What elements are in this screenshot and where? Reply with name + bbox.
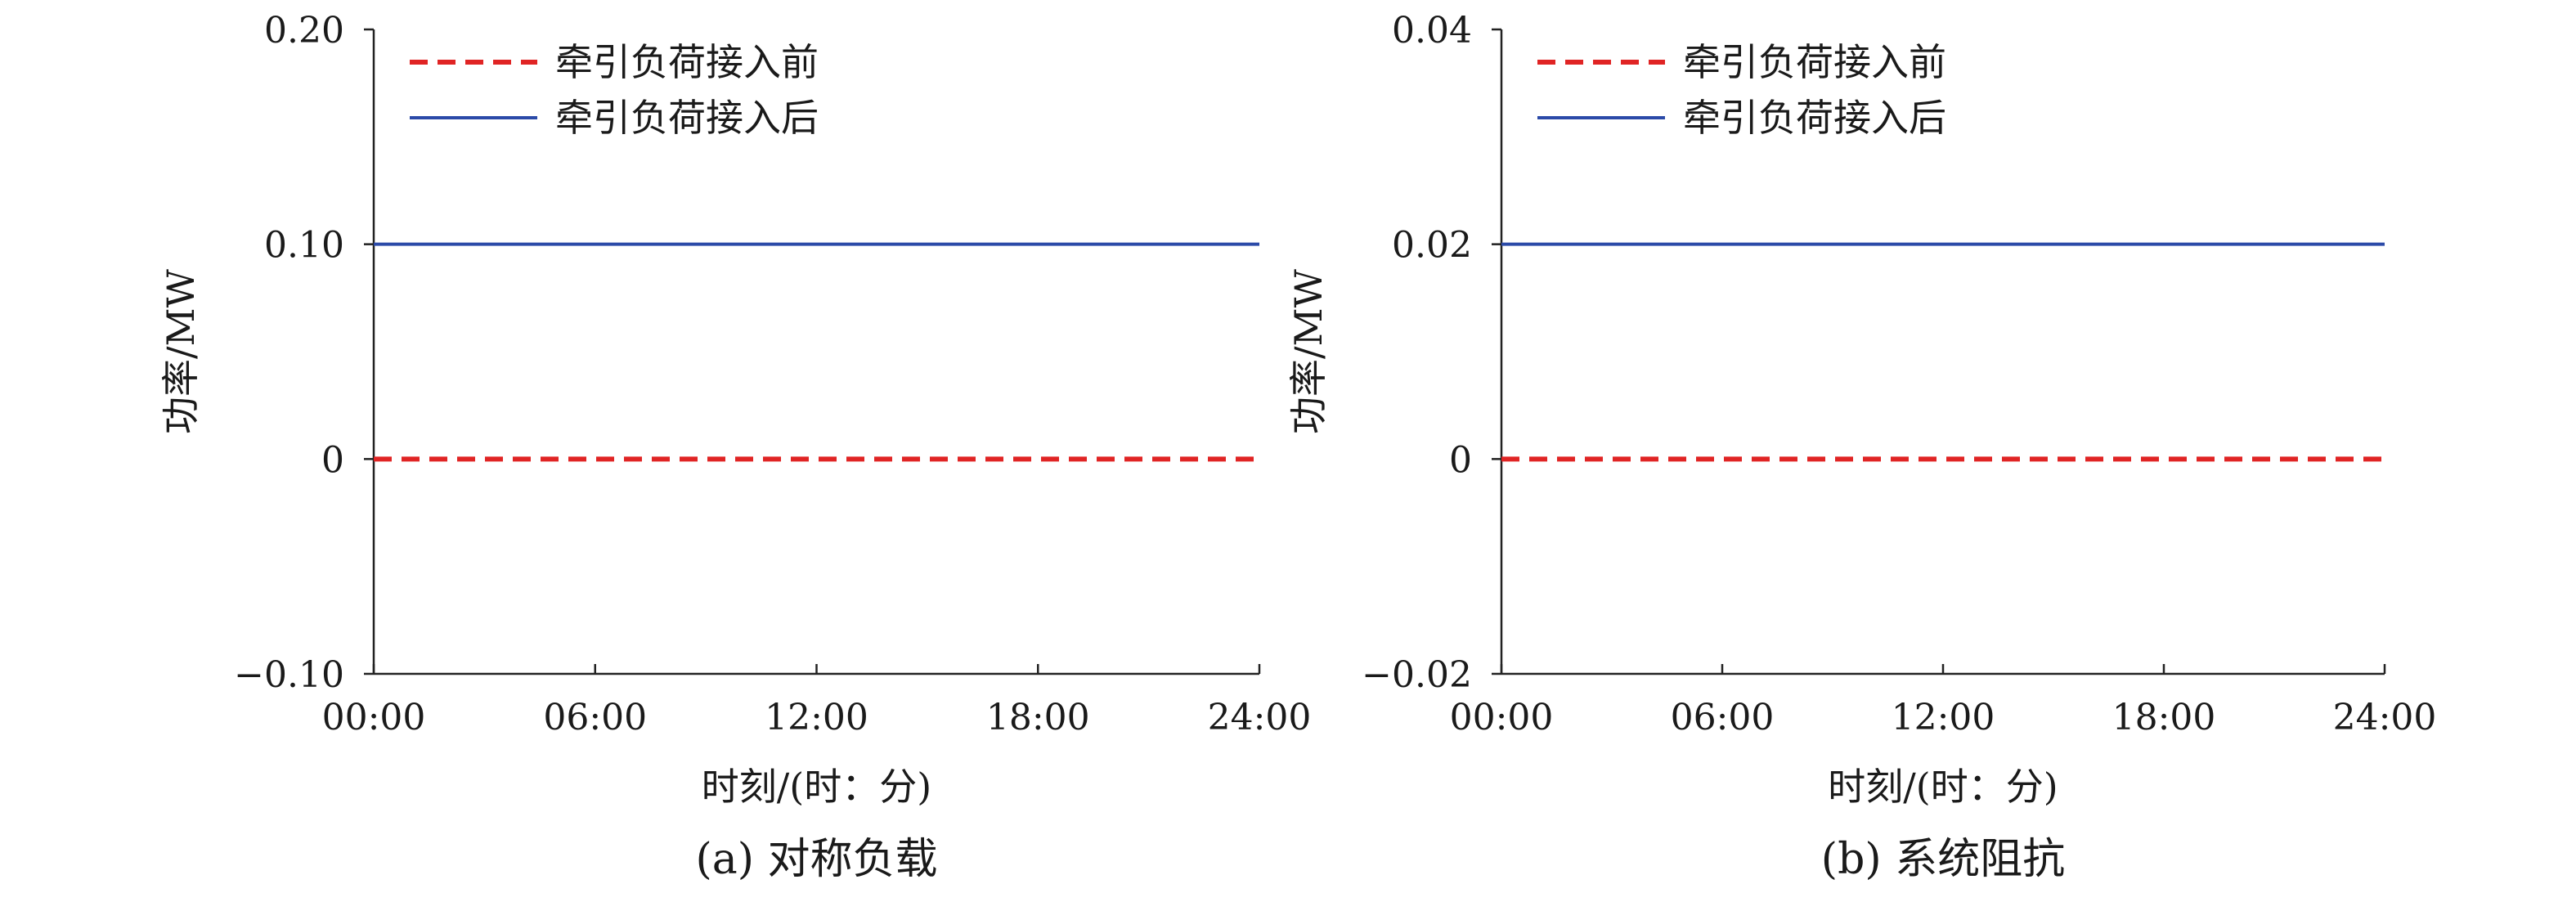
panel-a-x-tick-label: 06:00 — [543, 697, 647, 738]
panel-a-x-tick-label: 12:00 — [765, 697, 868, 738]
panel-b-legend-label-before: 牵引负荷接入前 — [1683, 40, 1946, 84]
panel-a-subtitle: (a) 对称负载 — [695, 835, 937, 884]
panel-b-y-tick-label: 0.04 — [1392, 10, 1472, 52]
panel-b-x-tick-label: 00:00 — [1450, 697, 1554, 738]
panel-a-legend-label-before: 牵引负荷接入前 — [555, 40, 819, 84]
panel-b-x-tick-label: 24:00 — [2333, 697, 2437, 738]
panel-b-legend-label-after: 牵引负荷接入后 — [1683, 96, 1946, 140]
panel-b-subtitle: (b) 系统阻抗 — [1821, 835, 2065, 884]
panel-b-y-tick-label: −0.02 — [1362, 654, 1472, 696]
panel-b-x-tick-label: 06:00 — [1671, 697, 1775, 738]
panel-a-y-tick-label: 0.20 — [264, 10, 344, 52]
panel-b-y-tick-label: 0 — [1449, 439, 1472, 481]
panel-b-y-tick-label: 0.02 — [1392, 225, 1472, 267]
panel-a-x-tick-label: 00:00 — [322, 697, 426, 738]
panel-b-x-axis-title: 时刻/(时：分) — [1828, 765, 2058, 809]
panel-a-y-axis-title: 功率/MW — [159, 268, 203, 434]
panel-b-y-axis-title: 功率/MW — [1286, 268, 1331, 434]
panel-a-y-tick-label: −0.10 — [234, 654, 344, 696]
panel-a-y-tick-label: 0.10 — [264, 225, 344, 267]
panel-a-x-tick-label: 24:00 — [1208, 697, 1312, 738]
panel-a-y-tick-label: 0 — [321, 439, 344, 481]
panel-a-x-tick-label: 18:00 — [986, 697, 1090, 738]
panel-b-x-tick-label: 18:00 — [2112, 697, 2216, 738]
panel-a-legend-label-after: 牵引负荷接入后 — [555, 96, 819, 140]
panel-a-x-axis-title: 时刻/(时：分) — [702, 765, 931, 809]
panel-b-x-tick-label: 12:00 — [1892, 697, 1995, 738]
